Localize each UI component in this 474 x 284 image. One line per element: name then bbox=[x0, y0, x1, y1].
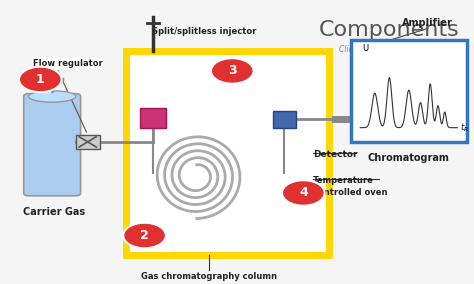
FancyBboxPatch shape bbox=[24, 94, 81, 196]
Text: 3: 3 bbox=[228, 64, 237, 78]
Text: Chromatogram: Chromatogram bbox=[368, 153, 450, 163]
Text: Temperature
controlled oven: Temperature controlled oven bbox=[313, 176, 387, 197]
Bar bbox=[351, 40, 467, 142]
Text: Gas chromatography column: Gas chromatography column bbox=[141, 272, 276, 281]
Bar bbox=[273, 111, 296, 128]
Text: Components: Components bbox=[319, 20, 460, 40]
Text: Click on numbers to know more: Click on numbers to know more bbox=[338, 45, 460, 55]
Circle shape bbox=[282, 180, 325, 206]
Circle shape bbox=[211, 58, 254, 84]
Bar bbox=[332, 116, 351, 123]
Text: $t_R$: $t_R$ bbox=[460, 122, 469, 134]
Circle shape bbox=[19, 67, 62, 92]
Circle shape bbox=[123, 223, 166, 248]
Bar bbox=[140, 108, 166, 128]
Text: 1: 1 bbox=[36, 73, 45, 86]
Bar bbox=[76, 135, 100, 149]
Text: Amplifier: Amplifier bbox=[402, 18, 453, 28]
Text: U: U bbox=[363, 44, 369, 53]
Text: 2: 2 bbox=[140, 229, 149, 242]
Text: Flow regulator: Flow regulator bbox=[33, 59, 103, 68]
Text: Carrier Gas: Carrier Gas bbox=[23, 207, 86, 217]
Text: Split/splitless injector: Split/splitless injector bbox=[152, 27, 256, 36]
Text: 4: 4 bbox=[299, 187, 308, 199]
Text: Detector: Detector bbox=[313, 151, 357, 159]
Bar bbox=[126, 51, 329, 255]
Ellipse shape bbox=[28, 91, 76, 102]
